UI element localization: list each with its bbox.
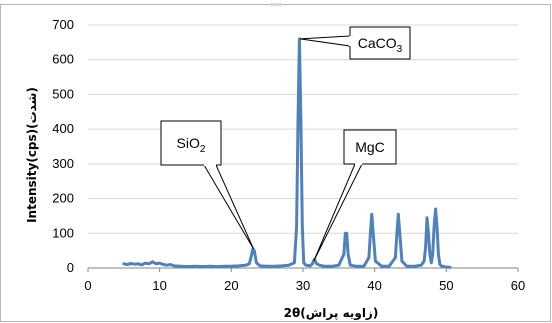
y-tick-label: 300 xyxy=(52,156,74,171)
x-tick-label: 60 xyxy=(511,278,525,293)
y-tick-label: 200 xyxy=(52,191,74,206)
x-tick-label: 50 xyxy=(439,278,453,293)
x-tick-label: 10 xyxy=(152,278,166,293)
x-tick-label: 20 xyxy=(224,278,238,293)
callout-box xyxy=(160,120,222,166)
y-axis-label: Intensity(cps)(شدت) xyxy=(25,87,39,223)
series-line xyxy=(122,37,452,269)
callout-label: MgC xyxy=(355,139,385,155)
callout: CaCO3 xyxy=(300,26,411,60)
callout-label: SiO2 xyxy=(177,135,206,155)
y-tick-label: 100 xyxy=(52,225,74,240)
tick-labels: 0 100 200 300 400 500 600 700 0 10 20 30 40 50 60 xyxy=(52,17,525,293)
x-tick-label: 0 xyxy=(84,278,91,293)
y-tick-label: 700 xyxy=(52,17,74,32)
callout-label: CaCO3 xyxy=(358,35,403,55)
y-tick-label: 400 xyxy=(52,121,74,136)
callouts: SiO2 MgC CaCO3 xyxy=(160,26,411,262)
grid-lines xyxy=(88,24,518,234)
x-tick-label: 40 xyxy=(367,278,381,293)
x-tick-label: 30 xyxy=(296,278,310,293)
series-layer xyxy=(122,37,452,269)
callout-box xyxy=(343,129,397,165)
x-axis-label: 2θ(زاویه پراش) xyxy=(284,306,379,321)
callout: MgC xyxy=(313,129,397,262)
callout: SiO2 xyxy=(160,120,255,250)
y-tick-label: 500 xyxy=(52,86,74,101)
y-tick-label: 600 xyxy=(52,52,74,67)
y-tick-label: 0 xyxy=(67,260,74,275)
callout-box xyxy=(349,26,411,60)
